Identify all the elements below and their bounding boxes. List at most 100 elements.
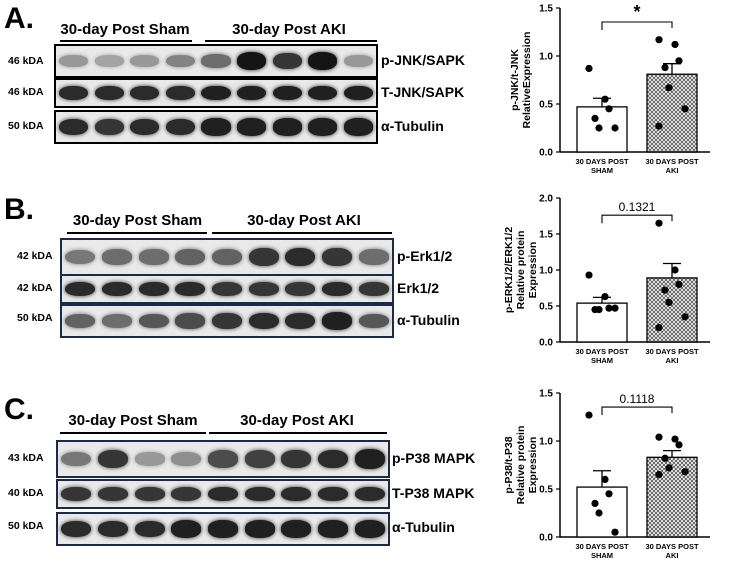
blot-band [354, 486, 385, 502]
y-tick-label: 1.0 [539, 52, 553, 63]
blot-band [358, 313, 389, 329]
y-tick-label: 0.5 [539, 302, 553, 313]
western-blot-t-jnk [54, 78, 378, 108]
blot-band [248, 247, 279, 267]
y-tick-label: 1.5 [539, 4, 553, 15]
blot-label: p-JNK/SAPK [381, 52, 466, 68]
blot-band [138, 249, 169, 265]
blot-band [165, 118, 195, 136]
blot-band [171, 520, 202, 538]
x-tick-label: SHAM [591, 356, 613, 365]
blot-band [343, 55, 373, 67]
x-tick-label: 30 DAYS POST [645, 157, 698, 166]
x-tick-label: 30 DAYS POST [575, 347, 628, 356]
blot-band [130, 85, 160, 101]
y-tick-label: 1.5 [539, 389, 553, 400]
western-blot-tubulin [56, 512, 390, 546]
data-point [605, 304, 613, 312]
blot-band [201, 54, 231, 68]
data-point [611, 528, 619, 536]
blot-band [321, 281, 353, 297]
blot-band [61, 451, 92, 467]
blot-band [285, 282, 316, 296]
blot-band [134, 487, 165, 501]
blot-band [94, 85, 124, 101]
blot-band [343, 118, 373, 136]
blot-band [343, 85, 373, 101]
blot-band [317, 449, 349, 469]
blot-band [130, 118, 160, 136]
blot-band [354, 449, 385, 469]
blot-band [134, 452, 165, 466]
data-point [605, 105, 613, 113]
group-underline [205, 40, 377, 42]
data-point [675, 441, 683, 449]
x-tick-label: AKI [666, 551, 679, 560]
bar [646, 456, 698, 538]
blot-label: α-Tubulin [381, 118, 444, 134]
kda-label: 50 kDA [17, 312, 53, 324]
blot-band [317, 520, 349, 538]
data-point [655, 471, 663, 479]
data-point [665, 298, 673, 306]
blot-band [171, 452, 202, 466]
data-point [601, 293, 609, 301]
x-tick-label: 30 DAYS POST [575, 542, 628, 551]
y-axis-label: p-ERK1/2/ERK1/2 [503, 227, 515, 314]
panel-letter-a: A. [4, 2, 34, 35]
blot-band [236, 85, 267, 101]
blot-band [138, 313, 169, 329]
blot-band [244, 486, 275, 502]
western-blot-t-p38 [56, 479, 390, 509]
group-label-aki: 30-day Post AKI [247, 212, 361, 229]
blot-band [244, 450, 275, 468]
blot-band [201, 85, 231, 101]
blot-band [130, 55, 160, 67]
data-point [655, 324, 663, 332]
chart-svg: p-JNK/t-JNK RelativeExpression 0.0 0.5 1.0 1.… [509, 2, 710, 175]
x-tick-label: 30 DAYS POST [645, 542, 698, 551]
data-point [591, 499, 599, 507]
blot-band [248, 282, 279, 296]
blot-band [171, 487, 202, 501]
blot-band [308, 52, 338, 70]
x-tick-label: SHAM [591, 551, 613, 560]
group-underline [60, 432, 206, 434]
blot-band [97, 449, 129, 469]
panel-letter-b: B. [4, 193, 34, 226]
data-point [591, 114, 599, 122]
blot-band [281, 449, 312, 469]
blot-label: T-P38 MAPK [392, 485, 475, 501]
data-point [661, 454, 669, 462]
y-axis-label: p-P38/t-P38 [503, 436, 515, 493]
blot-band [59, 118, 89, 136]
blot-band [165, 54, 195, 68]
blot-label: α-Tubulin [397, 312, 460, 328]
blot-band [354, 520, 385, 538]
data-point [595, 306, 603, 314]
data-point [605, 490, 613, 498]
blot-band [165, 85, 195, 101]
significance-label: * [633, 2, 640, 22]
y-axis-label: p-JNK/t-JNK [509, 49, 521, 111]
blot-band [97, 520, 129, 538]
western-blot-p-erk [60, 238, 394, 276]
blot-band [211, 282, 243, 296]
data-point [655, 433, 663, 441]
kda-label: 40 kDA [8, 487, 44, 499]
blot-band [61, 520, 92, 538]
blot-label: Erk1/2 [397, 280, 440, 296]
blot-band [285, 247, 316, 267]
blot-band [281, 486, 312, 502]
x-tick-label: AKI [666, 356, 679, 365]
data-point [601, 95, 609, 103]
data-point [671, 40, 679, 49]
y-tick-label: 1.0 [539, 266, 553, 277]
blot-band [285, 312, 316, 330]
kda-label: 42 kDA [17, 282, 53, 294]
data-point [671, 435, 679, 443]
data-point [601, 475, 609, 483]
data-point [585, 411, 593, 419]
blot-band [308, 85, 338, 101]
x-tick-label: 30 DAYS POST [645, 347, 698, 356]
